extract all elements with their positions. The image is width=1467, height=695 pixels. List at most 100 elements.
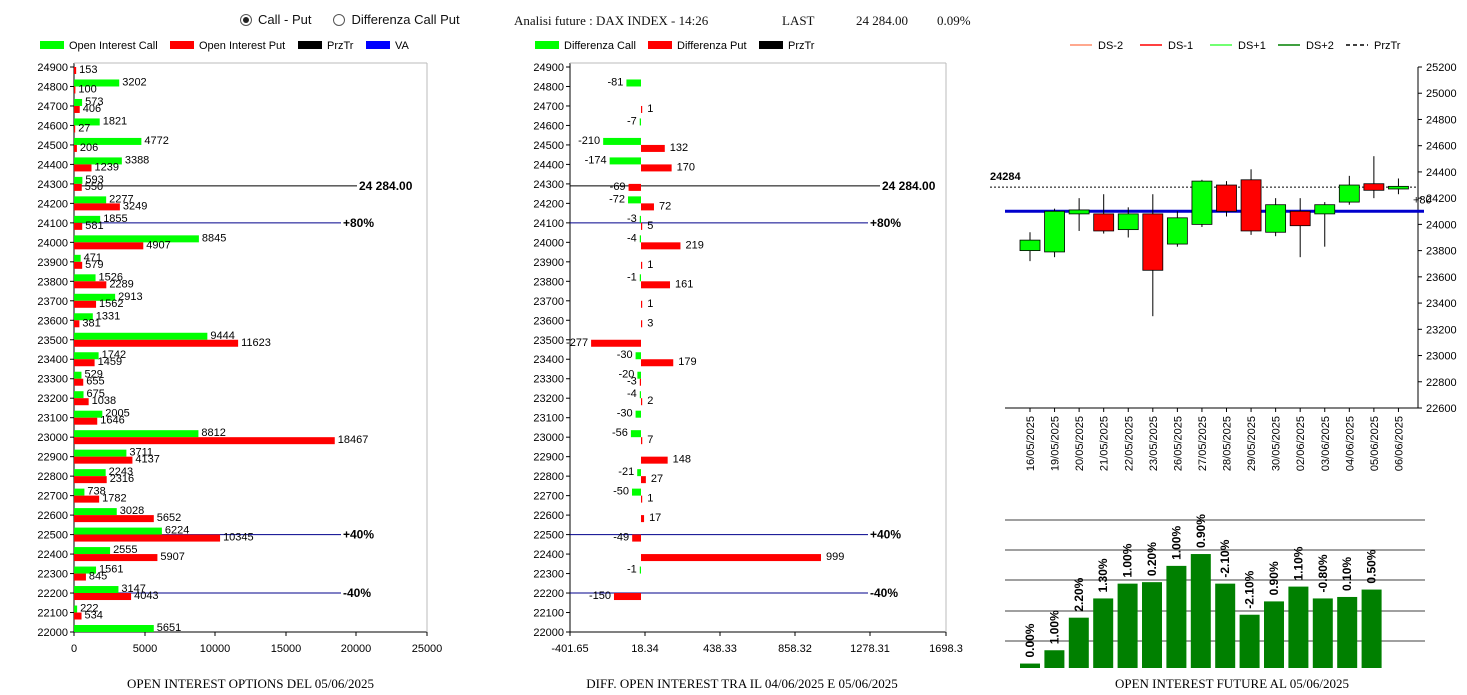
bar-value-label: 1459 bbox=[98, 356, 122, 368]
put-diff-bar bbox=[641, 164, 672, 172]
y-tick-label: 24900 bbox=[37, 62, 68, 74]
radio-call-put-label: Call - Put bbox=[258, 12, 312, 27]
future-oi-bar bbox=[1239, 614, 1260, 668]
y-tick-label: 24000 bbox=[1426, 219, 1457, 231]
bar-value-label: 2913 bbox=[118, 291, 142, 303]
put-bar bbox=[74, 300, 97, 308]
reference-label: +80% bbox=[343, 216, 374, 230]
bar-value-label: 1.00% bbox=[1121, 543, 1135, 577]
x-tick-label: -401.65 bbox=[551, 643, 588, 655]
y-tick-label: 22600 bbox=[37, 510, 68, 522]
put-diff-bar bbox=[641, 261, 643, 269]
call-bar bbox=[74, 157, 122, 165]
future-oi-bar bbox=[1215, 583, 1236, 668]
reference-label: -40% bbox=[870, 586, 898, 600]
x-tick-label: 0 bbox=[71, 643, 77, 655]
reference-label: 24 284.00 bbox=[359, 179, 413, 193]
y-tick-label: 24000 bbox=[37, 237, 68, 249]
x-tick-label: 19/05/2025 bbox=[1050, 416, 1062, 471]
bar-value-label: -7 bbox=[627, 115, 637, 127]
put-bar bbox=[74, 86, 76, 94]
call-diff-bar bbox=[631, 488, 641, 496]
x-tick-label: 29/05/2025 bbox=[1246, 416, 1258, 471]
radio-differenza[interactable]: Differenza Call Put bbox=[333, 12, 460, 27]
y-tick-label: 24400 bbox=[1426, 167, 1457, 179]
bar-value-label: -81 bbox=[607, 76, 623, 88]
radio-differenza-label: Differenza Call Put bbox=[351, 12, 460, 27]
bar-value-label: 27 bbox=[78, 122, 90, 134]
put-bar bbox=[74, 222, 83, 230]
y-tick-label: 22800 bbox=[533, 471, 564, 483]
put-diff-bar bbox=[591, 339, 641, 347]
y-tick-label: 22400 bbox=[37, 549, 68, 561]
bar-value-label: 593 bbox=[85, 174, 103, 186]
future-oi-bar bbox=[1264, 601, 1284, 668]
bar-value-label: -21 bbox=[618, 466, 634, 478]
bar-value-label: 10345 bbox=[223, 532, 254, 544]
bar-value-label: -56 bbox=[612, 427, 628, 439]
bar-value-label: 1562 bbox=[99, 298, 123, 310]
put-diff-bar bbox=[641, 281, 671, 289]
bar-value-label: 0.90% bbox=[1194, 514, 1208, 548]
call-bar bbox=[74, 410, 103, 418]
call-bar bbox=[74, 430, 199, 438]
bar-value-label: 406 bbox=[83, 103, 101, 115]
future-oi-bar bbox=[1288, 586, 1309, 668]
bar-value-label: 1239 bbox=[94, 161, 118, 173]
radio-unselected-icon bbox=[333, 13, 346, 26]
call-bar bbox=[74, 274, 96, 282]
y-tick-label: 22800 bbox=[37, 471, 68, 483]
call-bar bbox=[74, 352, 99, 360]
bar-value-label: 2243 bbox=[109, 466, 133, 478]
call-bar bbox=[74, 488, 85, 496]
y-tick-label: 23000 bbox=[533, 432, 564, 444]
legend-label: PrzTr bbox=[1374, 40, 1401, 52]
bar-value-label: 471 bbox=[84, 252, 102, 264]
legend-label: DS-1 bbox=[1168, 40, 1193, 52]
bar-value-label: 1.10% bbox=[1291, 546, 1305, 580]
y-tick-label: 23300 bbox=[37, 374, 68, 386]
x-tick-label: 15000 bbox=[271, 643, 302, 655]
put-diff-bar bbox=[628, 183, 641, 191]
y-tick-label: 23700 bbox=[533, 296, 564, 308]
y-tick-label: 22900 bbox=[37, 452, 68, 464]
put-bar bbox=[74, 261, 83, 269]
y-tick-label: 24300 bbox=[37, 179, 68, 191]
call-bar bbox=[74, 79, 120, 87]
legend-label: VA bbox=[395, 40, 410, 52]
reference-label: +40% bbox=[343, 528, 374, 542]
call-bar bbox=[74, 235, 199, 243]
reference-label: 24 284.00 bbox=[882, 179, 936, 193]
x-tick-label: 18.34 bbox=[631, 643, 659, 655]
y-tick-label: 23400 bbox=[37, 354, 68, 366]
y-tick-label: 22700 bbox=[533, 491, 564, 503]
call-diff-bar bbox=[628, 196, 641, 204]
y-tick-label: 24300 bbox=[533, 179, 564, 191]
call-diff-bar bbox=[639, 566, 641, 574]
legend-label: DS+1 bbox=[1238, 40, 1266, 52]
candle-body bbox=[1191, 180, 1213, 225]
y-tick-label: 24400 bbox=[37, 159, 68, 171]
header-last-label: LAST bbox=[782, 13, 815, 28]
radio-call-put[interactable]: Call - Put bbox=[240, 12, 311, 27]
y-tick-label: 23400 bbox=[533, 354, 564, 366]
y-tick-label: 24600 bbox=[37, 120, 68, 132]
bar-value-label: 5651 bbox=[157, 622, 181, 634]
y-tick-label: 24200 bbox=[1426, 193, 1457, 205]
bar-value-label: 5652 bbox=[157, 512, 181, 524]
bar-value-label: 8845 bbox=[202, 232, 226, 244]
call-bar bbox=[74, 313, 93, 321]
bar-value-label: 999 bbox=[826, 551, 844, 563]
put-bar bbox=[74, 339, 239, 347]
y-tick-label: 22000 bbox=[37, 627, 68, 639]
call-bar bbox=[74, 371, 82, 379]
put-bar bbox=[74, 593, 132, 601]
x-tick-label: 22/05/2025 bbox=[1123, 416, 1135, 471]
y-tick-label: 24700 bbox=[533, 101, 564, 113]
x-tick-label: 28/05/2025 bbox=[1222, 416, 1234, 471]
bar-value-label: 1855 bbox=[103, 213, 127, 225]
put-bar bbox=[74, 476, 107, 484]
bar-value-label: 3147 bbox=[121, 583, 145, 595]
bar-value-label: 1.00% bbox=[1047, 610, 1061, 644]
